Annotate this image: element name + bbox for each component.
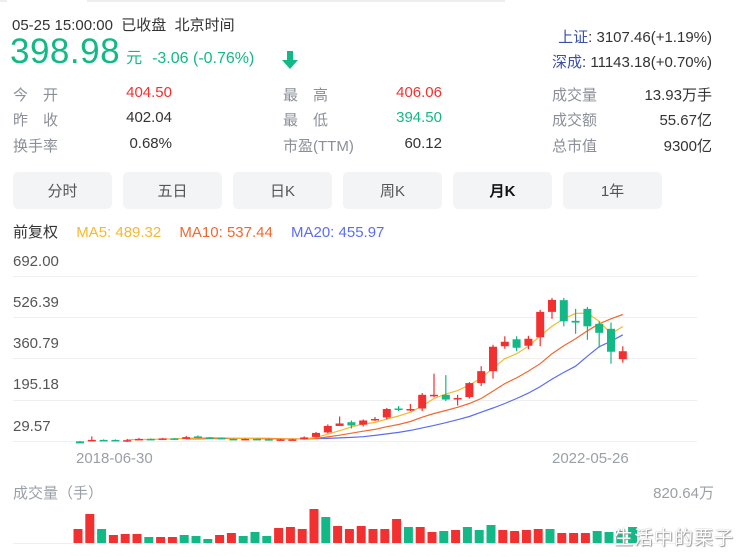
gridline: [13, 358, 697, 359]
gridline: [13, 400, 697, 401]
price-block: 398.98 元 -3.06 (-0.76%): [10, 32, 254, 72]
adjust-mode[interactable]: 前复权: [13, 224, 59, 241]
tab-weekly-k[interactable]: 周K: [343, 172, 442, 209]
tab-intraday[interactable]: 分时: [13, 172, 112, 209]
gridline: [13, 441, 697, 442]
price-change: -3.06 (-0.76%): [152, 50, 255, 67]
top-border: [0, 0, 738, 4]
stat-label-turnover: 换手率: [13, 138, 59, 155]
x-label-end: 2022-05-26: [552, 450, 629, 467]
volume-title: 成交量（手）: [13, 485, 104, 502]
stat-label-low: 最 低: [283, 112, 329, 129]
tab-five-day[interactable]: 五日: [123, 172, 222, 209]
stat-value-market-cap: 9300亿: [663, 138, 712, 155]
stat-value-low: 394.50: [396, 109, 442, 126]
currency-unit: 元: [126, 50, 143, 67]
arrow-down-icon: [282, 51, 298, 69]
ma-legend: 前复权 MA5: 489.32 MA10: 537.44 MA20: 455.9…: [13, 221, 398, 242]
y-tick-3: 360.79: [13, 335, 59, 352]
x-label-start: 2018-06-30: [76, 450, 153, 467]
gridline: [13, 317, 697, 318]
quote-timestamp: 05-25 15:00:00 已收盘 北京时间: [12, 17, 235, 34]
stat-value-turnover: 0.68%: [129, 135, 172, 152]
tab-monthly-k[interactable]: 月K: [453, 172, 552, 209]
ma10-value: MA10: 537.44: [179, 224, 273, 241]
volume-baseline: [13, 543, 697, 544]
y-tick-5: 29.57: [13, 418, 51, 435]
y-tick-2: 526.39: [13, 294, 59, 311]
period-tabs: 分时 五日 日K 周K 月K 1年: [13, 172, 662, 209]
volume-max: 820.64万: [653, 485, 714, 502]
stat-value-pe-ttm: 60.12: [404, 135, 442, 152]
stat-label-market-cap: 总市值: [552, 138, 598, 155]
stat-value-prev-close: 402.04: [126, 109, 172, 126]
stat-value-amount: 55.67亿: [659, 112, 712, 129]
stat-label-prev-close: 昨 收: [13, 112, 59, 129]
stat-value-volume: 13.93万手: [644, 87, 712, 104]
gridline: [13, 276, 697, 277]
stat-label-amount: 成交额: [552, 112, 598, 129]
stat-label-open: 今 开: [13, 87, 59, 104]
stat-label-pe-ttm: 市盈(TTM): [283, 138, 354, 155]
stat-value-high: 406.06: [396, 84, 442, 101]
y-tick-1: 692.00: [13, 253, 59, 270]
timezone-label: 北京时间: [174, 17, 235, 34]
stat-value-open: 404.50: [126, 84, 172, 101]
stat-label-volume: 成交量: [552, 87, 598, 104]
index-shanghai[interactable]: 上证: 3107.46(+1.19%): [558, 29, 712, 46]
current-price: 398.98: [10, 32, 121, 71]
tab-one-year[interactable]: 1年: [563, 172, 662, 209]
index-shenzhen[interactable]: 深成: 11143.18(+0.70%): [552, 54, 712, 71]
watermark: 生活中的栗子: [614, 528, 735, 549]
y-tick-4: 195.18: [13, 376, 59, 393]
market-status: 已收盘: [121, 17, 167, 34]
stat-label-high: 最 高: [283, 87, 329, 104]
ma5-value: MA5: 489.32: [76, 224, 162, 241]
tab-daily-k[interactable]: 日K: [233, 172, 332, 209]
ma20-value: MA20: 455.97: [291, 224, 385, 241]
